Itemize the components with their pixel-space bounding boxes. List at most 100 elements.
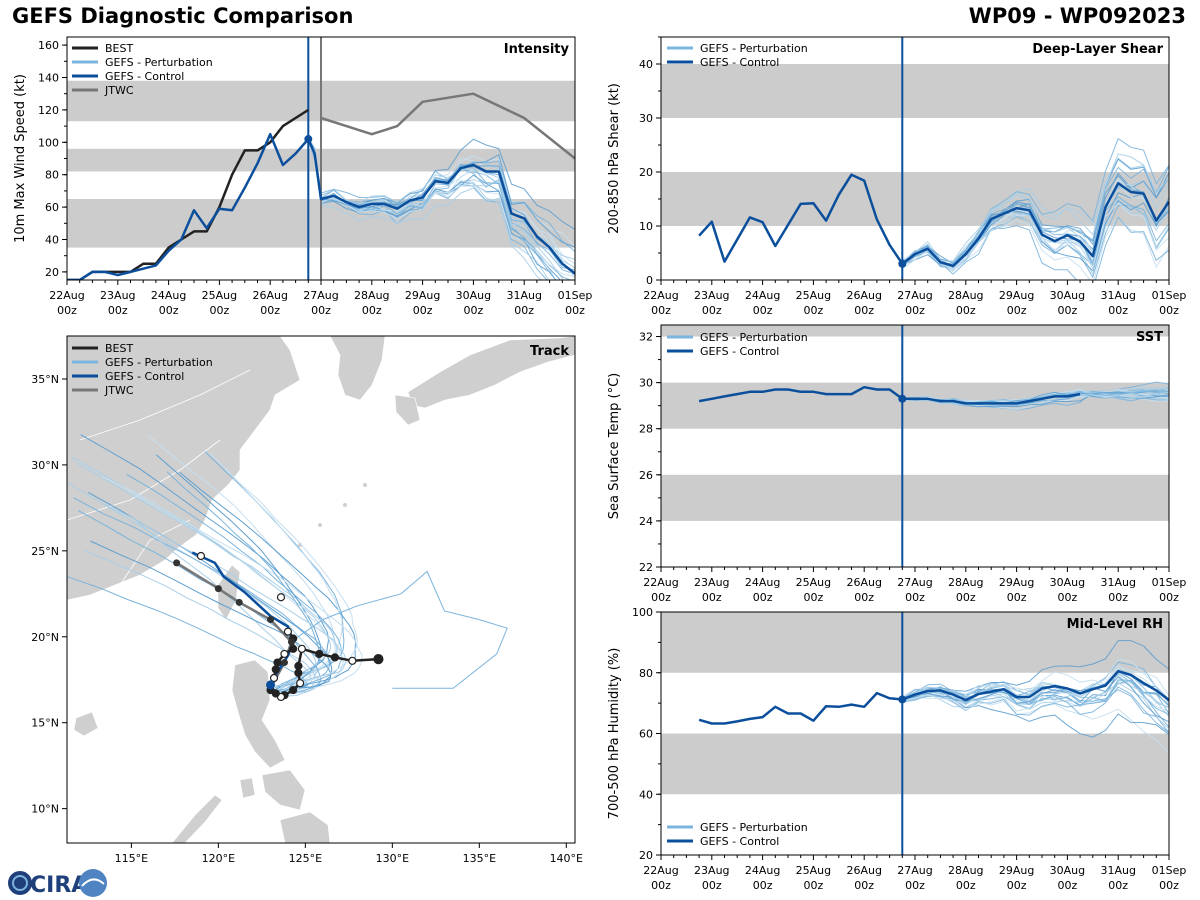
x-tick-date: 27Aug [897, 576, 932, 589]
x-tick-date: 26Aug [252, 289, 287, 302]
init-point-marker [898, 394, 907, 403]
best-track-marker [348, 656, 357, 665]
x-tick-date: 29Aug [405, 289, 440, 302]
y-axis-label: 700-500 hPa Humidity (%) [607, 648, 622, 820]
legend-label: GEFS - Perturbation [105, 56, 213, 69]
perturbation-member-line [902, 640, 1169, 701]
shading-band-1 [661, 382, 1169, 429]
lat-tick-label: 10°N [31, 803, 59, 816]
x-tick-date: 25Aug [202, 289, 237, 302]
x-tick-hour: 00z [651, 304, 671, 317]
x-tick-hour: 00z [651, 879, 671, 892]
x-tick-hour: 00z [1108, 591, 1128, 604]
y-tick-label: 20 [639, 849, 653, 862]
x-tick-date: 01Sep [1152, 576, 1187, 589]
x-tick-hour: 00z [956, 304, 976, 317]
x-tick-date: 01Sep [558, 289, 593, 302]
x-tick-hour: 00z [1058, 879, 1078, 892]
init-point-marker [304, 135, 313, 144]
jtwc-track-marker [235, 598, 243, 606]
legend-label: GEFS - Control [700, 835, 779, 848]
perturbation-track [225, 468, 358, 694]
best-track-marker [296, 679, 305, 688]
x-tick-date: 25Aug [796, 576, 831, 589]
x-tick-hour: 00z [905, 591, 925, 604]
perturbation-track [105, 504, 347, 688]
perturbation-track [147, 435, 336, 696]
y-axis-label: 10m Max Wind Speed (kt) [13, 74, 28, 243]
x-tick-date: 30Aug [1050, 289, 1085, 302]
x-tick-hour: 00z [1159, 879, 1179, 892]
panel-title: Mid-Level RH [1067, 617, 1163, 632]
x-tick-hour: 00z [1159, 304, 1179, 317]
x-tick-date: 22Aug [643, 576, 678, 589]
x-tick-date: 27Aug [897, 864, 932, 877]
perturbation-member-line [902, 678, 1169, 710]
x-tick-date: 28Aug [948, 864, 983, 877]
control-line [698, 173, 1169, 268]
best-track-marker [294, 661, 303, 671]
x-tick-date: 28Aug [948, 289, 983, 302]
legend-label: GEFS - Perturbation [700, 821, 808, 834]
panel-title: SST [1136, 330, 1163, 345]
shading-band-1 [661, 64, 1169, 118]
y-tick-label: 80 [639, 667, 653, 680]
legend-label: GEFS - Control [700, 345, 779, 358]
lat-tick-label: 20°N [31, 631, 59, 644]
x-tick-date: 31Aug [1100, 576, 1135, 589]
x-tick-hour: 00z [108, 304, 128, 317]
legend-label: JTWC [104, 84, 134, 97]
legend-label: GEFS - Control [105, 370, 184, 383]
page-title: GEFS Diagnostic Comparison [12, 4, 354, 28]
x-tick-date: 26Aug [846, 289, 881, 302]
perturbation-track [78, 510, 322, 695]
x-tick-hour: 00z [1108, 879, 1128, 892]
perturbation-track [77, 463, 338, 691]
y-tick-label: 40 [639, 788, 653, 801]
lat-tick-label: 25°N [31, 545, 59, 558]
track-panel: Track 115°E 120°E 125°E 130°E 135°E 140°E 10°N 1… [31, 335, 583, 865]
x-tick-date: 24Aug [151, 289, 186, 302]
perturbation-track [101, 476, 363, 697]
jtwc-track-marker [287, 638, 295, 646]
perturbation-member-line [307, 137, 557, 280]
cira-logo: CIRA [8, 869, 107, 898]
perturbation-track [179, 471, 357, 693]
legend-label: GEFS - Control [105, 70, 184, 83]
best-track-marker [289, 685, 298, 695]
sst-panel: 22 24 26 28 30 32 22Aug 00z 23Aug 00z 24Aug 00z 25Au… [607, 324, 1187, 604]
x-tick-hour: 00z [1007, 879, 1027, 892]
y-tick-label: 24 [639, 515, 653, 528]
y-tick-label: 40 [639, 58, 653, 71]
x-tick-hour: 00z [1007, 591, 1027, 604]
best-track-marker [273, 658, 282, 667]
best-track-marker [297, 644, 306, 653]
y-tick-label: 30 [639, 112, 653, 125]
lat-tick-label: 35°N [31, 373, 59, 386]
x-tick-date: 23Aug [694, 864, 729, 877]
x-tick-date: 28Aug [948, 576, 983, 589]
legend-label: GEFS - Control [700, 56, 779, 69]
shear-panel: 0 10 20 30 40 22Aug 00z 23Aug 00z 24Aug 00z 25Aug 00… [607, 36, 1186, 317]
y-tick-label: 40 [45, 234, 59, 247]
x-tick-date: 27Aug [897, 289, 932, 302]
x-tick-date: 22Aug [643, 289, 678, 302]
best-track-marker [330, 653, 340, 662]
perturbation-member-line [307, 135, 575, 260]
intensity-panel: 20 40 60 80 100 120 140 160 22Aug 00z 23Aug 00z 24Au… [13, 36, 593, 317]
y-tick-label: 0 [646, 274, 653, 287]
x-tick-hour: 00z [905, 879, 925, 892]
legend-label: JTWC [104, 384, 134, 397]
best-track-marker [294, 668, 303, 677]
logo-text: CIRA [30, 873, 88, 898]
shading-band-0 [661, 474, 1169, 521]
perturbation-track [126, 473, 343, 692]
legend-label: BEST [105, 42, 133, 55]
shading-band-0 [661, 172, 1169, 226]
x-tick-date: 23Aug [694, 289, 729, 302]
lat-tick-label: 15°N [31, 717, 59, 730]
jtwc-track-marker [214, 585, 222, 593]
jtwc-track-marker [173, 559, 181, 567]
x-tick-date: 30Aug [1050, 864, 1085, 877]
